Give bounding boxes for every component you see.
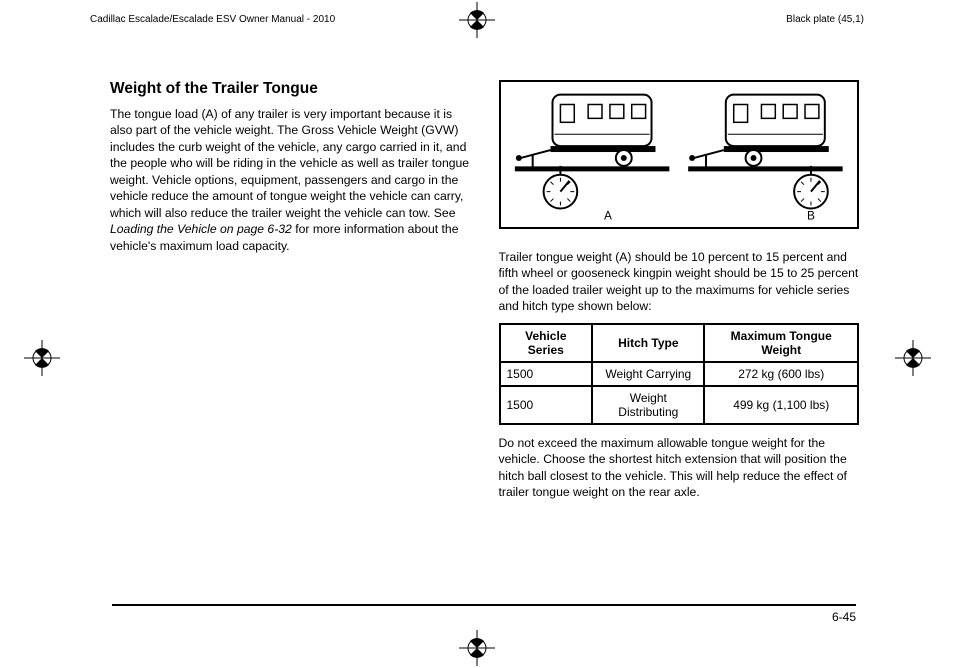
page-number: 6-45 — [832, 610, 856, 624]
th-hitch-type: Hitch Type — [592, 324, 704, 362]
left-column: Weight of the Trailer Tongue The tongue … — [110, 80, 471, 509]
right-column: A — [499, 80, 860, 509]
crop-mark-top — [459, 2, 495, 38]
footer-rule — [112, 604, 856, 606]
th-vehicle-series: Vehicle Series — [500, 324, 593, 362]
table-row: 1500 Weight Distributing 499 kg (1,100 l… — [500, 386, 859, 424]
crop-mark-left — [24, 340, 60, 376]
body-paragraph-after-figure: Trailer tongue weight (A) should be 10 p… — [499, 249, 860, 315]
crop-mark-right — [895, 340, 931, 376]
trailer-tongue-figure: A — [499, 80, 860, 229]
crop-mark-bottom — [459, 630, 495, 666]
figure-label-a: A — [603, 208, 611, 222]
body-paragraph-1: The tongue load (A) of any trailer is ve… — [110, 106, 471, 254]
header-right: Black plate (45,1) — [786, 14, 864, 25]
tongue-weight-table: Vehicle Series Hitch Type Maximum Tongue… — [499, 323, 860, 425]
section-heading: Weight of the Trailer Tongue — [110, 80, 471, 98]
table-row: 1500 Weight Carrying 272 kg (600 lbs) — [500, 362, 859, 386]
th-max-tongue: Maximum Tongue Weight — [704, 324, 858, 362]
header-left: Cadillac Escalade/Escalade ESV Owner Man… — [90, 14, 335, 25]
body-paragraph-last: Do not exceed the maximum allowable tong… — [499, 435, 860, 501]
figure-label-b: B — [806, 208, 814, 222]
